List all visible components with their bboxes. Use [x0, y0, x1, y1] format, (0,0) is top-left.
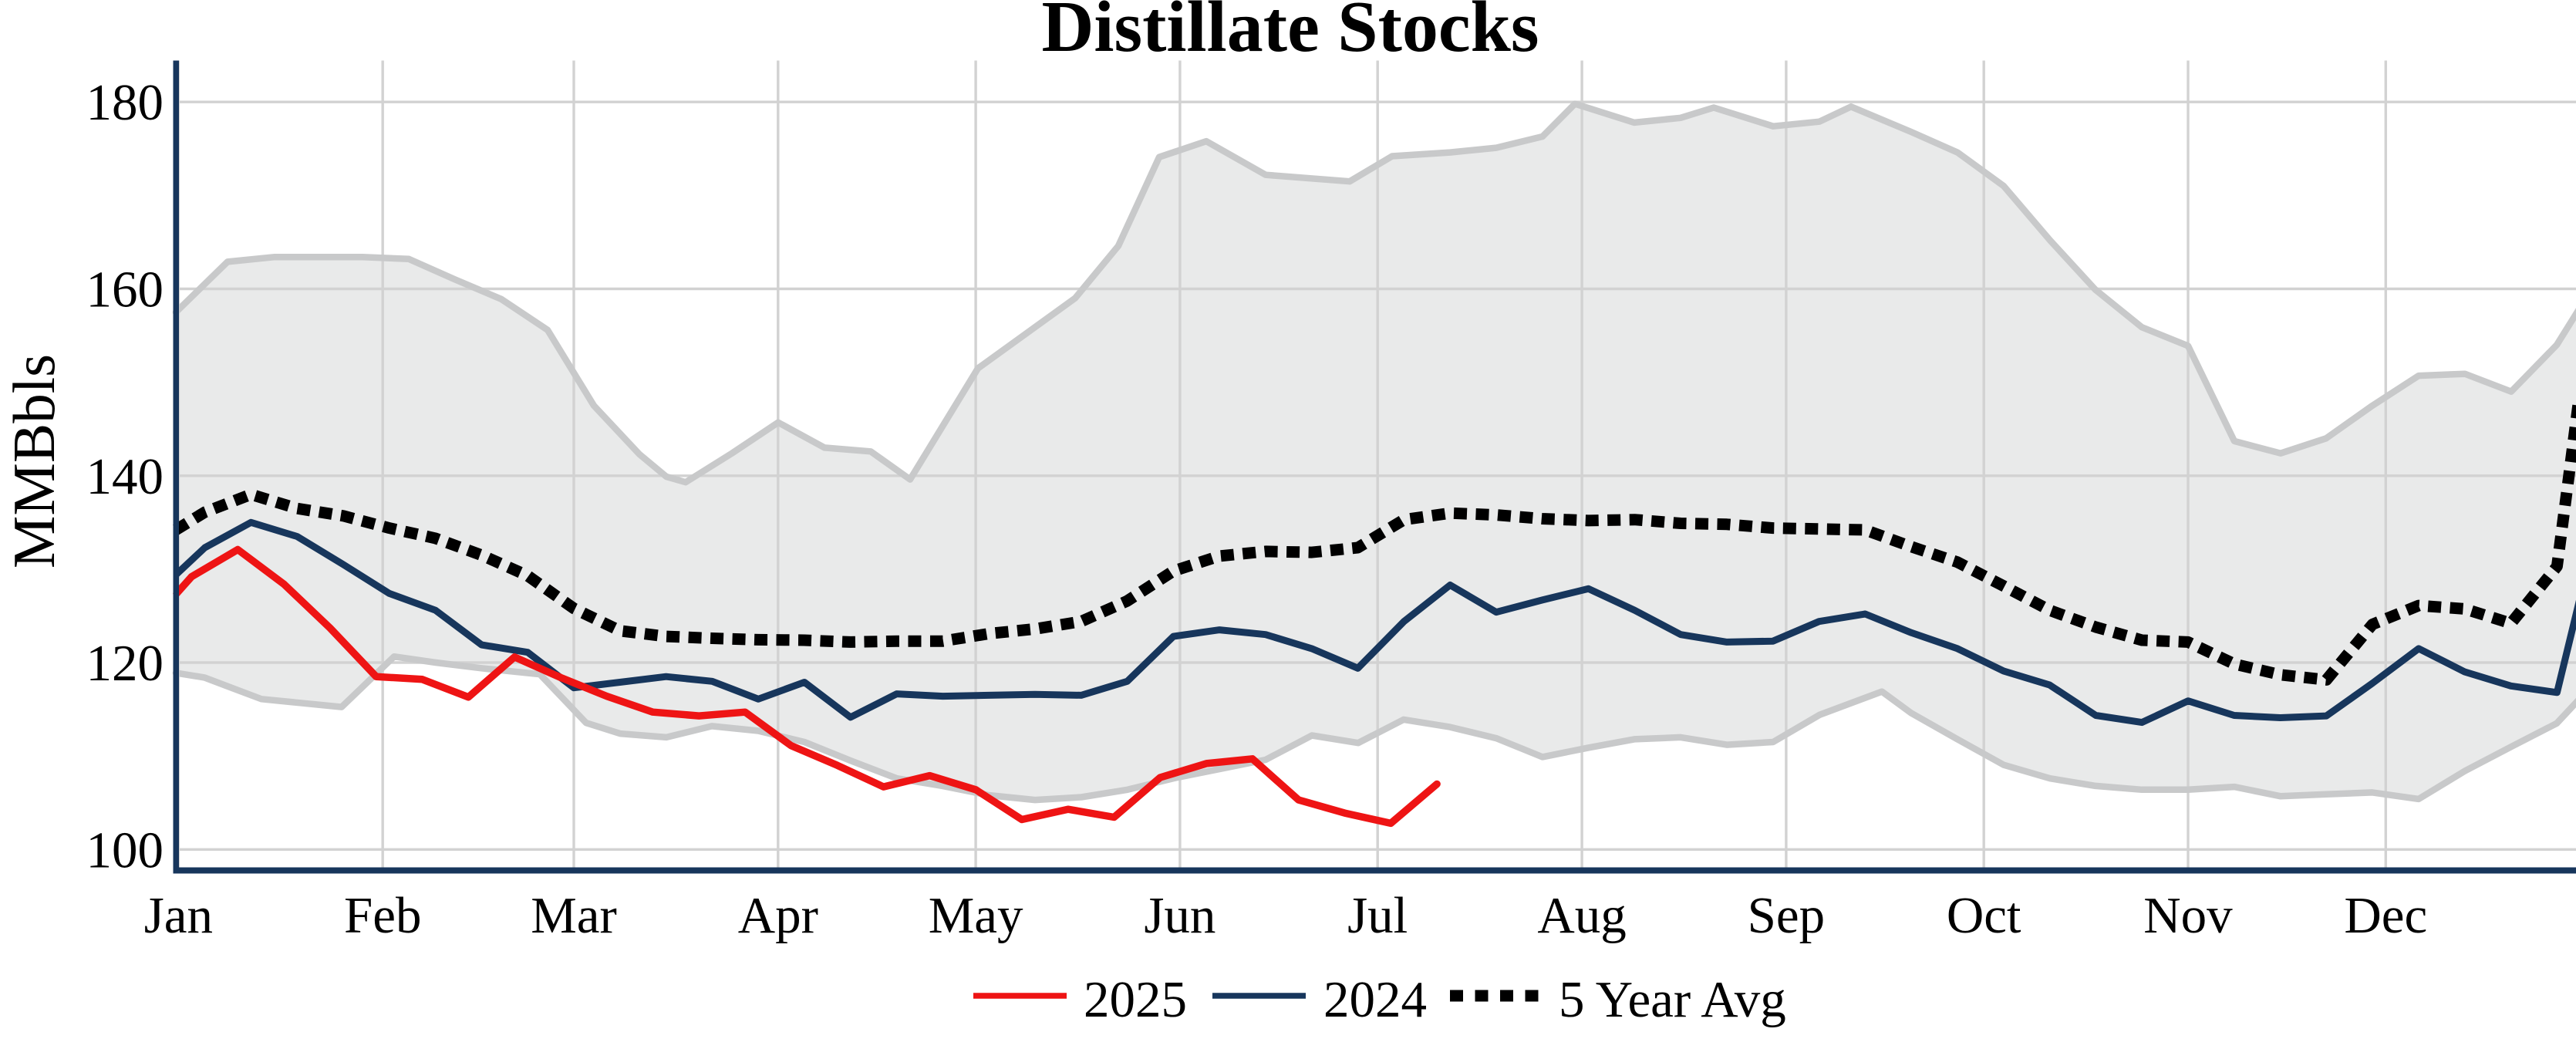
svg-text:100: 100	[86, 821, 164, 879]
svg-text:Feb: Feb	[344, 887, 422, 944]
svg-text:MMBbls: MMBbls	[1, 354, 67, 568]
svg-text:Mar: Mar	[531, 887, 617, 944]
svg-text:Distillate Stocks: Distillate Stocks	[1042, 0, 1539, 67]
svg-text:Apr: Apr	[738, 887, 818, 944]
svg-text:140: 140	[86, 448, 164, 505]
svg-text:Jul: Jul	[1347, 887, 1408, 944]
svg-text:120: 120	[86, 635, 164, 692]
svg-text:Jun: Jun	[1144, 887, 1216, 944]
svg-text:Dec: Dec	[2344, 887, 2427, 944]
svg-text:2024: 2024	[1323, 971, 1427, 1028]
svg-text:5 Year Avg: 5 Year Avg	[1559, 971, 1786, 1028]
svg-text:May: May	[929, 887, 1023, 944]
svg-text:160: 160	[86, 261, 164, 319]
svg-text:Jan: Jan	[144, 887, 213, 944]
svg-text:Sep: Sep	[1748, 887, 1826, 944]
svg-text:Oct: Oct	[1947, 887, 2021, 944]
svg-text:2025: 2025	[1084, 971, 1187, 1028]
svg-text:180: 180	[86, 74, 164, 131]
svg-text:Nov: Nov	[2143, 887, 2233, 944]
svg-text:Aug: Aug	[1537, 887, 1626, 944]
